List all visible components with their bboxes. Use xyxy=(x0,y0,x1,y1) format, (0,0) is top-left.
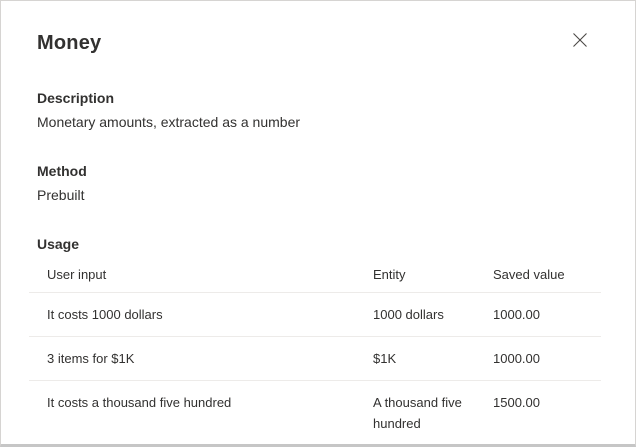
cell-saved-value: 1500.00 xyxy=(475,380,601,444)
table-row: 3 items for $1K $1K 1000.00 xyxy=(29,336,601,381)
column-header-entity: Entity xyxy=(355,262,475,293)
description-text: Monetary amounts, extracted as a number xyxy=(37,114,301,130)
cell-saved-value: 1000.00 xyxy=(475,336,601,381)
table-row: It costs a thousand five hundred A thous… xyxy=(29,380,601,444)
cell-entity: 1000 dollars xyxy=(355,292,475,337)
table-row: It costs 1000 dollars 1000 dollars 1000.… xyxy=(29,292,601,337)
column-header-user-input: User input xyxy=(29,262,355,293)
cell-user-input: It costs a thousand five hundred xyxy=(29,380,355,444)
method-label: Method xyxy=(37,163,87,179)
method-text: Prebuilt xyxy=(37,187,85,203)
usage-label: Usage xyxy=(37,236,80,252)
dialog-title: Money xyxy=(37,32,102,54)
close-icon xyxy=(572,32,588,48)
usage-table-header-row: User input Entity Saved value xyxy=(29,262,601,293)
cell-entity: $1K xyxy=(355,336,475,381)
cell-user-input: 3 items for $1K xyxy=(29,336,355,381)
close-button[interactable] xyxy=(567,27,593,53)
dialog-header: Money xyxy=(37,31,599,55)
column-header-saved-value: Saved value xyxy=(475,262,601,293)
cell-entity: A thousand five hundred xyxy=(355,380,475,444)
usage-table: User input Entity Saved value It costs 1… xyxy=(29,262,601,444)
description-label: Description xyxy=(37,90,115,106)
cell-user-input: It costs 1000 dollars xyxy=(29,292,355,337)
cell-saved-value: 1000.00 xyxy=(475,292,601,337)
